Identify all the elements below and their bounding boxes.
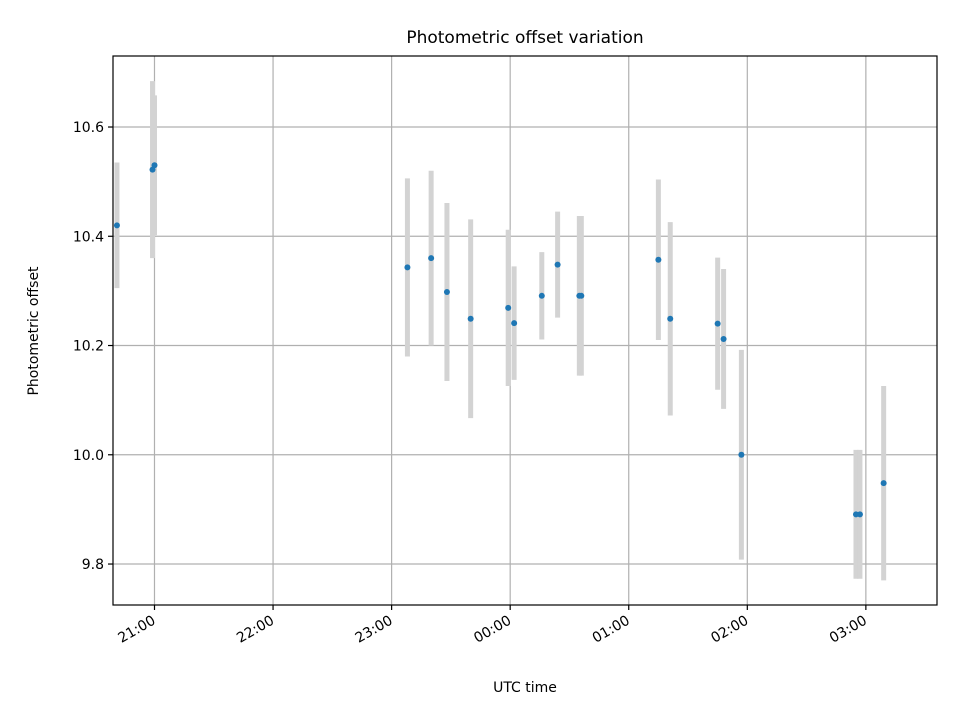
y-axis-label: Photometric offset bbox=[26, 266, 42, 396]
data-point bbox=[720, 335, 727, 342]
y-tick-label: 10.6 bbox=[73, 120, 104, 136]
data-point bbox=[443, 288, 450, 295]
data-point bbox=[554, 261, 561, 268]
y-tick-label: 10.4 bbox=[73, 229, 104, 245]
plot-area bbox=[113, 56, 937, 605]
y-tick-label: 10.0 bbox=[73, 448, 104, 464]
plot-frame bbox=[112, 55, 938, 606]
data-point bbox=[467, 315, 474, 322]
y-tick-label: 10.2 bbox=[73, 339, 104, 355]
y-tick-label: 9.8 bbox=[82, 557, 104, 573]
data-point bbox=[505, 304, 512, 311]
data-point bbox=[714, 320, 721, 327]
y-ticks: 9.8 10.0 10.2 10.4 10.6 bbox=[73, 120, 113, 573]
x-axis-label: UTC time bbox=[493, 680, 557, 696]
data-point bbox=[511, 320, 518, 327]
data-point bbox=[428, 255, 435, 262]
data-point bbox=[538, 292, 545, 299]
data-point bbox=[655, 256, 662, 263]
data-point bbox=[578, 292, 585, 299]
chart-title: Photometric offset variation bbox=[406, 28, 643, 48]
data-point bbox=[667, 315, 674, 322]
data-point bbox=[151, 162, 158, 169]
data-point bbox=[113, 222, 120, 229]
data-point bbox=[880, 480, 887, 487]
data-points bbox=[113, 162, 887, 518]
data-point bbox=[404, 264, 411, 271]
data-point bbox=[856, 511, 863, 518]
data-point bbox=[738, 451, 745, 458]
grid bbox=[113, 56, 937, 605]
